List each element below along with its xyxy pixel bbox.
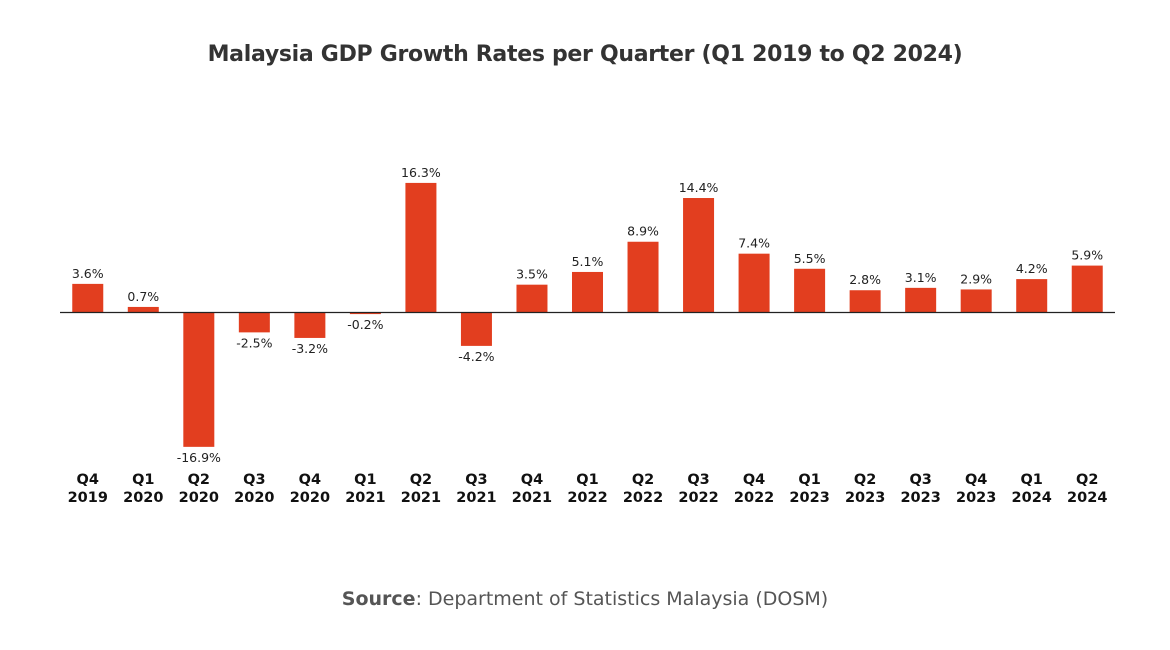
category-label-year: 2020 — [179, 490, 219, 506]
bar — [572, 271, 603, 313]
bar — [183, 312, 215, 447]
category-label-year: 2024 — [1067, 490, 1107, 506]
bar — [294, 312, 326, 338]
bar — [738, 253, 770, 313]
category-label-quarter: Q3 — [243, 472, 265, 488]
data-label: 3.5% — [516, 267, 548, 282]
bar — [460, 312, 492, 346]
data-label: -2.5% — [236, 335, 272, 350]
category-label-quarter: Q3 — [909, 472, 931, 488]
source-text: : Department of Statistics Malaysia (DOS… — [415, 588, 829, 610]
category-label-quarter: Q2 — [1076, 472, 1098, 488]
source-label: Source — [341, 588, 416, 610]
category-label-year: 2023 — [900, 490, 940, 506]
bar — [1071, 265, 1103, 313]
data-label: 0.7% — [127, 289, 159, 304]
bar — [238, 312, 270, 333]
bars-group — [72, 182, 1103, 447]
data-label: 3.1% — [905, 270, 937, 285]
bar — [794, 268, 826, 313]
data-label: 4.2% — [1016, 261, 1048, 276]
category-label-quarter: Q1 — [798, 472, 820, 488]
data-label: 5.1% — [572, 254, 604, 269]
bar — [516, 284, 548, 313]
category-label-quarter: Q4 — [299, 472, 321, 488]
data-label: 5.5% — [794, 251, 826, 266]
data-label: 2.9% — [960, 271, 992, 286]
category-label-year: 2020 — [290, 490, 330, 506]
category-label-year: 2024 — [1012, 490, 1052, 506]
data-label: -16.9% — [177, 450, 221, 465]
category-label-year: 2023 — [845, 490, 885, 506]
bar — [905, 287, 937, 313]
data-label: 8.9% — [627, 224, 659, 239]
data-label: -3.2% — [292, 341, 328, 356]
category-label-quarter: Q2 — [410, 472, 432, 488]
chart-title: Malaysia GDP Growth Rates per Quarter (Q… — [207, 42, 963, 67]
bar — [849, 290, 881, 313]
bar — [1016, 279, 1048, 313]
data-label: 5.9% — [1071, 248, 1103, 263]
bar — [405, 182, 437, 313]
category-label-year: 2020 — [234, 490, 274, 506]
bar — [683, 198, 715, 313]
bar — [127, 306, 159, 313]
category-label-year: 2023 — [789, 490, 829, 506]
category-labels-group: Q4 2019 Q1 2020 Q2 2020 Q3 2020 Q4 2020 Q1 2021 Q2 20… — [68, 472, 1108, 506]
category-label-year: 2021 — [512, 490, 552, 506]
category-label-year: 2022 — [623, 490, 663, 506]
category-label-quarter: Q4 — [77, 472, 99, 488]
data-label: 14.4% — [679, 180, 719, 195]
data-label: 7.4% — [738, 236, 770, 251]
data-label: 16.3% — [401, 165, 441, 180]
source-note: Source: Department of Statistics Malaysi… — [0, 588, 1170, 610]
bar — [627, 241, 659, 313]
data-label: -0.2% — [347, 317, 383, 332]
category-label-quarter: Q2 — [188, 472, 210, 488]
data-label: -4.2% — [458, 349, 494, 364]
category-label-year: 2021 — [456, 490, 496, 506]
data-label: 2.8% — [849, 272, 881, 287]
category-label-year: 2022 — [678, 490, 718, 506]
category-label-quarter: Q1 — [576, 472, 598, 488]
data-label: 3.6% — [72, 266, 104, 281]
category-label-quarter: Q1 — [354, 472, 376, 488]
bar — [960, 289, 992, 313]
bar — [349, 312, 381, 315]
category-label-quarter: Q4 — [521, 472, 543, 488]
category-label-year: 2019 — [68, 490, 108, 506]
category-label-quarter: Q4 — [965, 472, 987, 488]
category-label-year: 2022 — [567, 490, 607, 506]
category-label-year: 2020 — [123, 490, 163, 506]
data-labels-group: 3.6% 0.7% -16.9% -2.5% -3.2% -0.2% 16.3% -4.2% 3… — [72, 165, 1103, 465]
category-label-year: 2021 — [401, 490, 441, 506]
category-label-quarter: Q2 — [632, 472, 654, 488]
category-label-year: 2023 — [956, 490, 996, 506]
category-label-quarter: Q3 — [465, 472, 487, 488]
bar — [72, 283, 104, 313]
category-label-quarter: Q4 — [743, 472, 765, 488]
category-label-year: 2022 — [734, 490, 774, 506]
category-label-quarter: Q1 — [1020, 472, 1042, 488]
category-label-year: 2021 — [345, 490, 385, 506]
category-label-quarter: Q1 — [132, 472, 154, 488]
category-label-quarter: Q2 — [854, 472, 876, 488]
category-label-quarter: Q3 — [687, 472, 709, 488]
